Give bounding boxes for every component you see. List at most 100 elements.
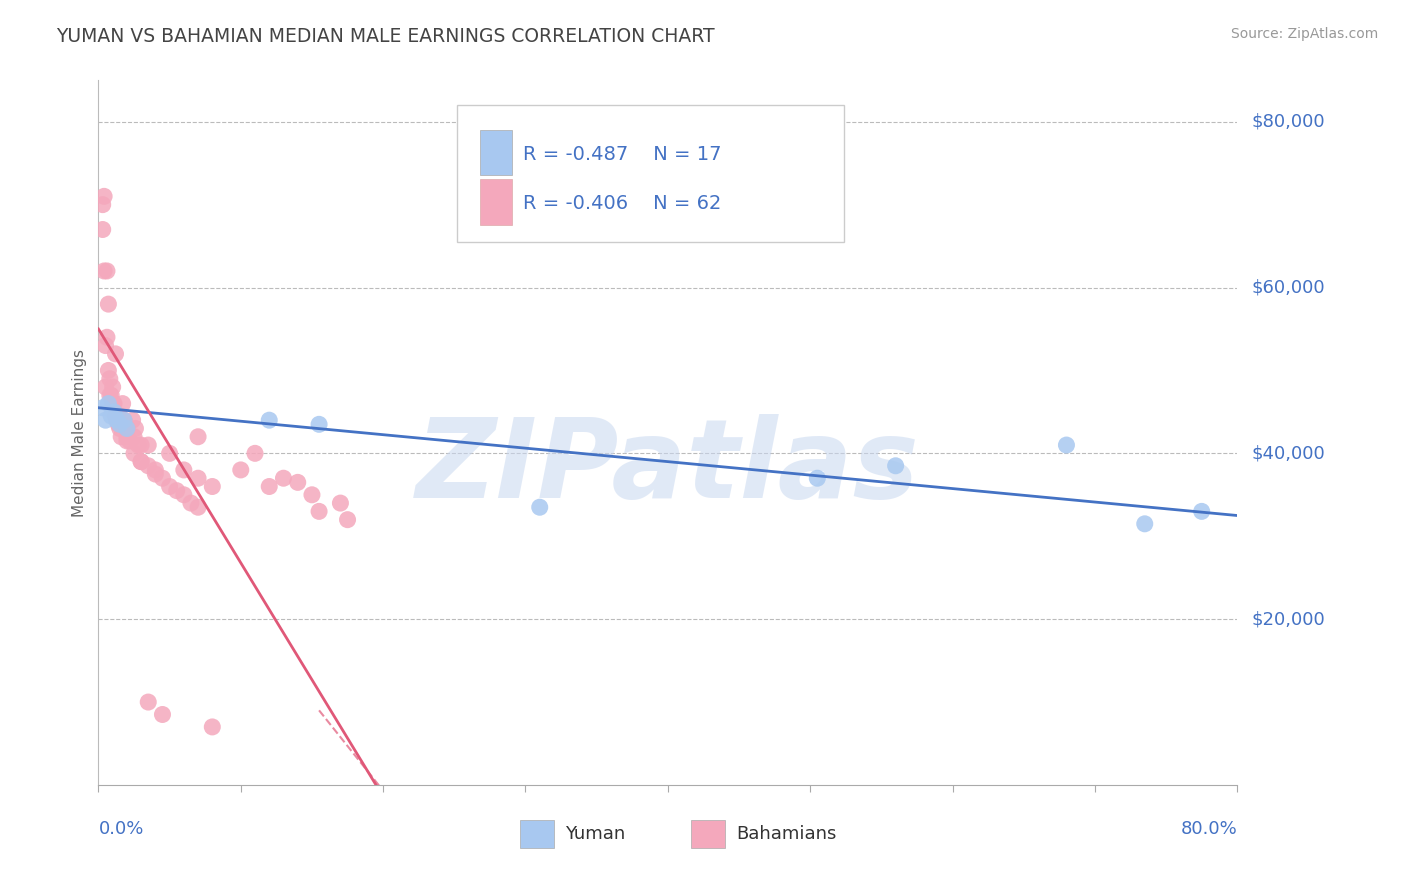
Point xyxy=(111,396,134,410)
Point xyxy=(115,430,138,444)
Point xyxy=(118,434,141,448)
Point xyxy=(97,396,120,410)
Point xyxy=(94,413,117,427)
Point xyxy=(287,475,309,490)
Point xyxy=(129,455,152,469)
Point xyxy=(152,707,174,722)
Point xyxy=(259,479,281,493)
Point xyxy=(98,388,121,402)
Point xyxy=(301,488,323,502)
Point xyxy=(229,463,252,477)
Point xyxy=(108,409,131,423)
Point xyxy=(112,413,135,427)
Text: YUMAN VS BAHAMIAN MEDIAN MALE EARNINGS CORRELATION CHART: YUMAN VS BAHAMIAN MEDIAN MALE EARNINGS C… xyxy=(56,27,714,45)
Point xyxy=(96,330,118,344)
Point xyxy=(101,380,124,394)
Point xyxy=(104,409,127,423)
Point xyxy=(1056,438,1078,452)
Point xyxy=(129,438,152,452)
Point xyxy=(529,500,551,515)
Text: Bahamians: Bahamians xyxy=(737,825,837,843)
Point xyxy=(145,463,167,477)
Point xyxy=(136,695,159,709)
Point xyxy=(98,372,121,386)
Point xyxy=(187,500,209,515)
Point xyxy=(104,347,127,361)
Text: $80,000: $80,000 xyxy=(1251,112,1324,131)
Point xyxy=(136,458,159,473)
Text: ZIPatlas: ZIPatlas xyxy=(416,415,920,521)
Point xyxy=(115,434,138,448)
Point xyxy=(94,380,117,394)
Text: 0.0%: 0.0% xyxy=(98,820,143,838)
Text: $60,000: $60,000 xyxy=(1251,278,1324,296)
Point xyxy=(100,388,122,402)
FancyBboxPatch shape xyxy=(457,105,845,243)
Point xyxy=(145,467,167,481)
Point xyxy=(100,409,122,423)
Point xyxy=(110,430,132,444)
Point xyxy=(105,413,128,427)
Point xyxy=(103,405,125,419)
Point xyxy=(97,297,120,311)
Point xyxy=(259,413,281,427)
Point xyxy=(91,401,114,415)
Point xyxy=(1191,504,1213,518)
Point xyxy=(105,413,128,427)
FancyBboxPatch shape xyxy=(479,129,512,176)
Text: R = -0.406    N = 62: R = -0.406 N = 62 xyxy=(523,194,721,213)
Point xyxy=(122,430,145,444)
Text: Yuman: Yuman xyxy=(565,825,626,843)
Point xyxy=(108,421,131,435)
Point xyxy=(159,446,181,460)
Y-axis label: Median Male Earnings: Median Male Earnings xyxy=(72,349,87,516)
FancyBboxPatch shape xyxy=(690,821,725,848)
FancyBboxPatch shape xyxy=(520,821,554,848)
Point xyxy=(122,446,145,460)
Point xyxy=(112,413,135,427)
Point xyxy=(201,479,224,493)
Point xyxy=(180,496,202,510)
Point xyxy=(187,430,209,444)
Point xyxy=(173,463,195,477)
Point xyxy=(308,504,330,518)
Text: 80.0%: 80.0% xyxy=(1181,820,1237,838)
Point xyxy=(127,438,149,452)
Point xyxy=(159,479,181,493)
Point xyxy=(115,421,138,435)
Point xyxy=(166,483,188,498)
Point xyxy=(129,455,152,469)
Point xyxy=(152,471,174,485)
Text: $40,000: $40,000 xyxy=(1251,444,1324,462)
Point xyxy=(93,264,115,278)
Point xyxy=(101,396,124,410)
Point xyxy=(114,417,136,432)
Point xyxy=(201,720,224,734)
FancyBboxPatch shape xyxy=(479,179,512,225)
Text: Source: ZipAtlas.com: Source: ZipAtlas.com xyxy=(1230,27,1378,41)
Point xyxy=(329,496,352,510)
Point xyxy=(91,222,114,236)
Text: $20,000: $20,000 xyxy=(1251,610,1324,628)
Text: R = -0.487    N = 17: R = -0.487 N = 17 xyxy=(523,145,721,164)
Point xyxy=(336,513,359,527)
Point xyxy=(103,396,125,410)
Point xyxy=(94,338,117,352)
Point xyxy=(884,458,907,473)
Point xyxy=(97,363,120,377)
Point xyxy=(806,471,828,485)
Point xyxy=(93,189,115,203)
Point xyxy=(308,417,330,432)
Point xyxy=(187,471,209,485)
Point xyxy=(273,471,295,485)
Point xyxy=(121,413,143,427)
Point xyxy=(96,264,118,278)
Point xyxy=(243,446,266,460)
Point xyxy=(136,438,159,452)
Point xyxy=(173,488,195,502)
Point xyxy=(108,417,131,432)
Point xyxy=(115,421,138,435)
Point xyxy=(1133,516,1156,531)
Point xyxy=(91,197,114,211)
Point xyxy=(107,417,129,432)
